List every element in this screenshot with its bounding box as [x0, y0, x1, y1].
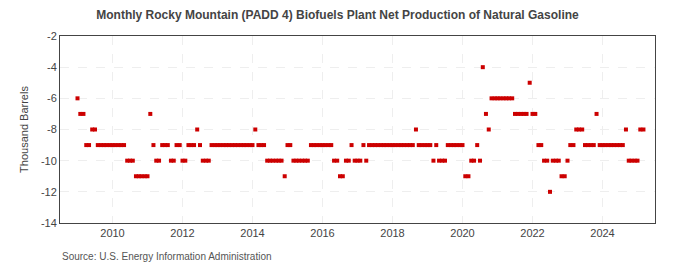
svg-text:2016: 2016	[310, 227, 334, 239]
svg-text:Monthly Rocky Mountain (PADD 4: Monthly Rocky Mountain (PADD 4) Biofuels…	[96, 8, 579, 22]
svg-text:-8: -8	[47, 123, 57, 135]
svg-text:2024: 2024	[590, 227, 614, 239]
svg-text:-6: -6	[47, 92, 57, 104]
svg-text:2014: 2014	[240, 227, 264, 239]
svg-text:2022: 2022	[520, 227, 544, 239]
svg-text:Thousand Barrels: Thousand Barrels	[18, 86, 30, 173]
svg-text:-14: -14	[41, 217, 57, 229]
svg-text:2018: 2018	[380, 227, 404, 239]
svg-text:-10: -10	[41, 155, 57, 167]
svg-text:2010: 2010	[100, 227, 124, 239]
svg-text:2012: 2012	[170, 227, 194, 239]
svg-text:2020: 2020	[450, 227, 474, 239]
svg-text:-2: -2	[47, 30, 57, 42]
svg-text:-12: -12	[41, 186, 57, 198]
svg-text:Source: U.S. Energy Informatio: Source: U.S. Energy Information Administ…	[62, 251, 272, 262]
svg-text:-4: -4	[47, 61, 57, 73]
